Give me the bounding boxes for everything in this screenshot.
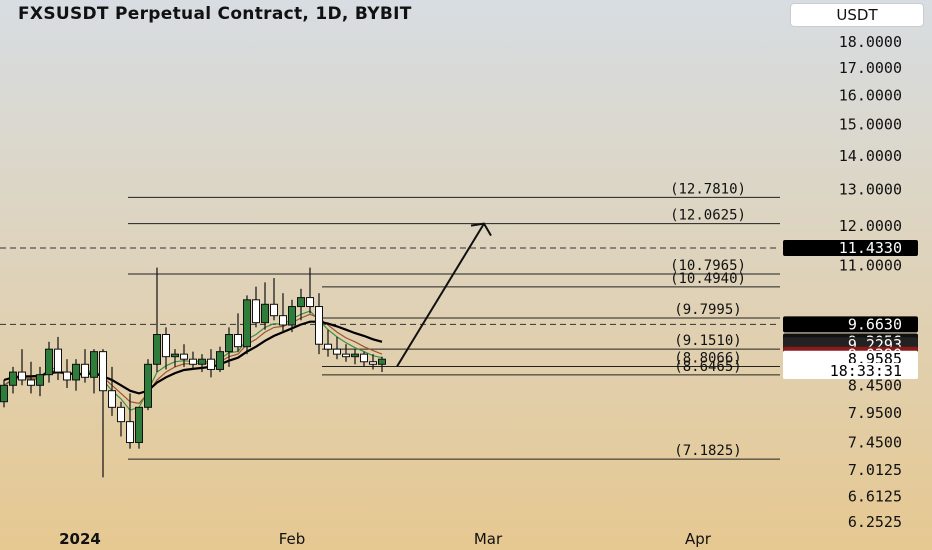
candle-down [207,358,215,370]
candle-down [162,334,170,358]
candle-up [45,348,53,376]
candle-down [324,343,332,350]
candle-down [117,406,125,423]
candle-down [306,297,314,308]
level-label: (12.7810) [670,181,746,197]
time-tick-label: Feb [279,530,306,548]
price-tick-label: 6.2525 [848,513,902,531]
level-label: (12.0625) [670,208,746,224]
price-tick-label: 7.0125 [848,461,902,479]
candle-down [315,306,323,345]
candle-down [189,358,197,365]
candle-up [225,334,233,353]
price-tag-box [783,350,918,367]
price-tick-label: 12.0000 [839,217,902,235]
price-tag-label: 9.6630 [848,315,902,333]
candle-down [126,421,134,444]
projection-arrow-head [470,222,492,237]
price-tick-label: 17.0000 [839,59,902,77]
level-label: (10.4940) [670,271,746,287]
candle-down [252,299,260,324]
time-tick-label: Apr [685,530,712,548]
candle-up [288,306,296,326]
price-tag-label: 18:33:31 [830,362,902,380]
candle-up [36,374,44,386]
level-label: (8.8066) [674,351,741,367]
candle-down [342,353,350,358]
candle-down [234,334,242,348]
price-tag-box [783,316,918,333]
candle-up [72,363,80,381]
candle-up [153,334,161,365]
candle-up [351,353,359,358]
candle-up [171,353,179,358]
candle-down [369,361,377,365]
candle-up [378,358,386,365]
candle-down [360,353,368,363]
price-tick-label: 8.4500 [848,376,902,394]
candle-up [216,351,224,370]
candle-up [243,299,251,348]
candle-down [54,348,62,373]
candle-down [270,303,278,317]
level-label: (9.7995) [674,302,741,318]
chart-title: FXSUSDT Perpetual Contract, 1D, BYBIT [18,4,412,24]
candle-down [108,390,116,408]
price-tick-label: 7.4500 [848,434,902,452]
candle-up [9,371,17,386]
price-tick-label: 7.9500 [848,404,902,422]
level-label: (9.1510) [674,333,741,349]
projection-arrow-line [396,223,485,368]
price-tag-box [783,363,918,380]
candle-up [297,297,305,308]
candle-up [198,358,206,365]
candle-down [180,353,188,360]
candle-down [333,348,341,355]
price-tag-box [783,239,918,256]
candle-down [63,371,71,381]
price-tick-label: 6.6125 [848,488,902,506]
candle-down [99,351,107,392]
level-label: (8.6465) [674,359,741,375]
candle-down [81,363,89,378]
candle-down [18,371,26,381]
candle-down [279,315,287,326]
price-tick-label: 16.0000 [839,86,902,104]
currency-unit-button[interactable]: USDT [790,3,924,27]
time-tick-label: 2024 [59,530,101,548]
price-tick-label: 15.0000 [839,116,902,134]
time-tick-label: Mar [474,530,503,548]
candle-up [135,406,143,444]
level-label: (10.7965) [670,258,746,274]
price-tick-label: 13.0000 [839,181,902,199]
price-tick-label: 14.0000 [839,147,902,165]
price-tag-label: 11.4330 [839,239,902,257]
candle-up [261,303,269,324]
candle-up [90,351,98,378]
candle-up [144,363,152,408]
price-tick-label: 18.0000 [839,33,902,51]
price-tick-label: 11.0000 [839,257,902,275]
level-label: (7.1825) [674,443,741,459]
candle-up [0,384,8,403]
candle-down [27,379,35,386]
